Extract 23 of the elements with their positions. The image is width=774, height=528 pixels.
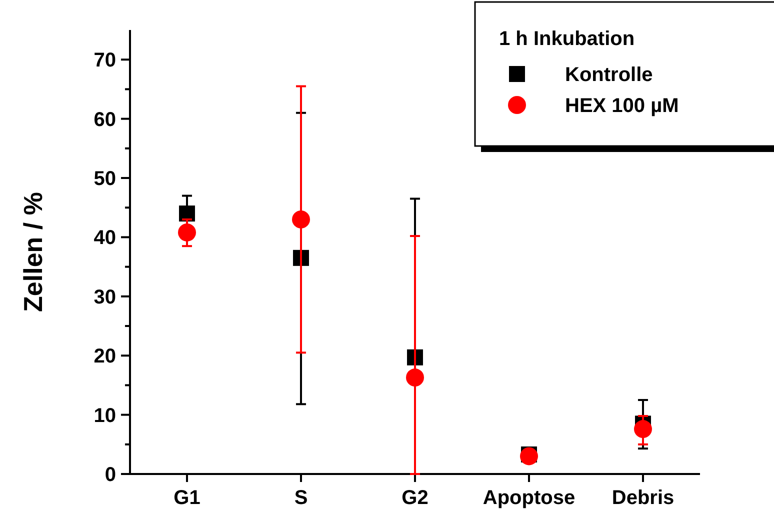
y-tick-label: 70: [94, 50, 116, 72]
y-tick-label: 10: [94, 404, 116, 427]
y-tick-label: 30: [94, 286, 116, 308]
point: [292, 210, 310, 228]
x-tick-label: G1: [174, 487, 200, 509]
point: [406, 368, 424, 387]
point: [520, 447, 538, 466]
x-tick-label: S: [294, 487, 308, 509]
legend-label: HEX 100 µM: [565, 95, 679, 117]
x-tick-label: G2: [402, 487, 428, 509]
y-tick-label: 40: [94, 227, 116, 250]
point: [178, 223, 196, 242]
y-axis-title: Zellen / %: [18, 192, 48, 312]
point: [179, 206, 195, 222]
y-tick-label: 60: [94, 108, 116, 131]
legend-title: 1 h Inkubation: [499, 28, 635, 50]
point: [634, 420, 652, 438]
y-tick-label: 20: [94, 346, 116, 368]
legend-label: Kontrolle: [565, 64, 653, 86]
x-tick-label: Apoptose: [482, 487, 576, 509]
x-tick-label: Debris: [612, 487, 674, 509]
y-tick-label: 50: [94, 168, 116, 190]
y-tick-label: 0: [104, 464, 116, 486]
